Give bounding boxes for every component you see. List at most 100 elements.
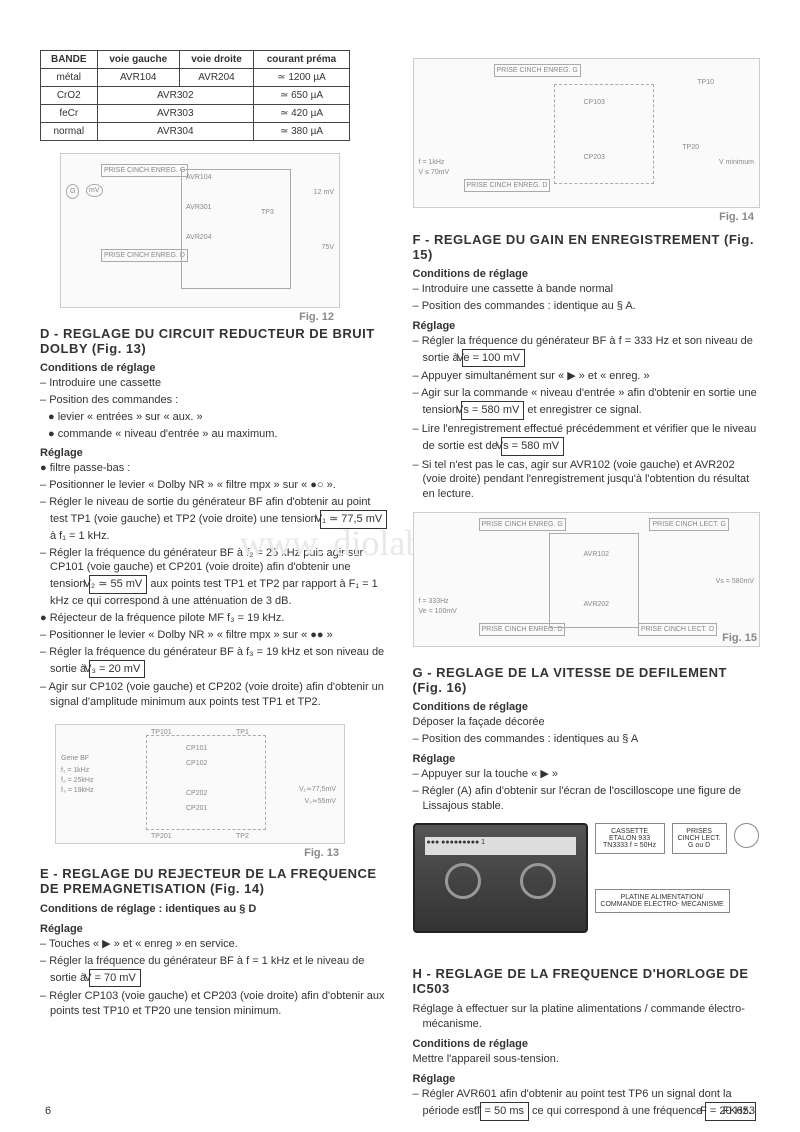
th-droite: voie droite bbox=[179, 51, 253, 69]
box-platine: PLATINE ALIMENTATION/ COMMANDE ELECTRO- … bbox=[595, 889, 730, 913]
dia-label: TP20 bbox=[682, 144, 699, 151]
text-line: Déposer la façade décorée bbox=[423, 715, 761, 730]
cell: normal bbox=[41, 123, 98, 141]
t: et enregistrer ce signal. bbox=[524, 404, 641, 416]
dia-label: AVR301 bbox=[186, 204, 212, 211]
value-box: Ve = 100 mV bbox=[462, 349, 525, 368]
dia-label: PRISE CINCH LECT. D bbox=[638, 623, 717, 636]
reg-heading: Réglage bbox=[40, 923, 388, 935]
dia-label: f₃ = 19kHz bbox=[61, 787, 94, 794]
dia-label: TP10 bbox=[697, 79, 714, 86]
th-gauche: voie gauche bbox=[97, 51, 179, 69]
doc-ref: FK653 bbox=[723, 1105, 755, 1117]
cond-heading: Conditions de réglage bbox=[413, 1038, 761, 1050]
text-line: Touches « ▶ » et « enreg » en service. bbox=[50, 937, 388, 952]
left-column: BANDE voie gauche voie droite courant pr… bbox=[40, 50, 388, 1123]
dia-label: CP201 bbox=[186, 805, 207, 812]
dia-label: V ≤ 70mV bbox=[419, 169, 450, 176]
page-number: 6 bbox=[45, 1105, 51, 1117]
text-line: Introduire une cassette à bande normal bbox=[423, 282, 761, 297]
dia-label: CP103 bbox=[584, 99, 605, 106]
text-line: Mettre l'appareil sous-tension. bbox=[423, 1052, 761, 1067]
dia-label: TP2 bbox=[236, 833, 249, 840]
reg-heading: Réglage bbox=[413, 753, 761, 765]
cond-heading: Conditions de réglage bbox=[413, 268, 761, 280]
dia-label: CP203 bbox=[584, 154, 605, 161]
dia-label: CP101 bbox=[186, 745, 207, 752]
cell: ≃ 1200 µA bbox=[253, 69, 349, 87]
fig-label: Fig. 12 bbox=[299, 311, 334, 323]
cond-heading: Conditions de réglage bbox=[413, 701, 761, 713]
value-box: V = 70 mV bbox=[89, 969, 141, 988]
th-bande: BANDE bbox=[41, 51, 98, 69]
dia-label: f = 1kHz bbox=[419, 159, 445, 166]
text-line: Agir sur la commande « niveau d'entrée »… bbox=[423, 386, 761, 420]
dia-label: TP1 bbox=[236, 729, 249, 736]
cell: ≃ 420 µA bbox=[253, 105, 349, 123]
cell: métal bbox=[41, 69, 98, 87]
figure-14: PRISE CINCH ENREG. G PRISE CINCH ENREG. … bbox=[413, 58, 761, 208]
section-g-title: G - REGLAGE DE LA VITESSE DE DEFILEMENT … bbox=[413, 665, 761, 695]
dia-label: PRISE CINCH ENREG. G bbox=[101, 164, 188, 177]
cell: AVR304 bbox=[97, 123, 253, 141]
dia-label: AVR102 bbox=[584, 551, 610, 558]
dia-label: AVR204 bbox=[186, 234, 212, 241]
dia-label: TP3 bbox=[261, 209, 274, 216]
cassette-label: ●●● ●●●●●●●●● 1 bbox=[425, 837, 576, 855]
fig-label: Fig. 13 bbox=[304, 847, 339, 859]
reg-heading: Réglage bbox=[413, 1073, 761, 1085]
cassette-photo: ●●● ●●●●●●●●● 1 bbox=[413, 823, 588, 933]
cell: ≃ 650 µA bbox=[253, 87, 349, 105]
cell: AVR104 bbox=[97, 69, 179, 87]
dia-label: CP202 bbox=[186, 790, 207, 797]
fig-label: Fig. 14 bbox=[719, 211, 754, 223]
dia-label: TP201 bbox=[151, 833, 172, 840]
t: à f₁ = 1 kHz. bbox=[50, 530, 110, 542]
text-line: Régler le niveau de sortie du générateur… bbox=[50, 495, 388, 544]
value-box: V₁ ≃ 77,5 mV bbox=[320, 510, 387, 529]
cell: AVR204 bbox=[179, 69, 253, 87]
dia-label: Ve = 100mV bbox=[419, 608, 457, 615]
dia-label: CP102 bbox=[186, 760, 207, 767]
section-d-title: D - REGLAGE DU CIRCUIT REDUCTEUR DE BRUI… bbox=[40, 326, 388, 356]
page-footer: 6 FK653 bbox=[45, 1105, 755, 1117]
cell: AVR303 bbox=[97, 105, 253, 123]
text-line: Régler (A) afin d'obtenir sur l'écran de… bbox=[423, 784, 761, 814]
dia-label: G bbox=[66, 184, 79, 199]
text-line: Conditions de réglage : identiques au § … bbox=[50, 902, 388, 917]
reg-heading: Réglage bbox=[413, 320, 761, 332]
table-row: CrO2 AVR302 ≃ 650 µA bbox=[41, 87, 350, 105]
section-h-title: H - REGLAGE DE LA FREQUENCE D'HORLOGE DE… bbox=[413, 966, 761, 996]
value-box: V₃ = 20 mV bbox=[89, 660, 145, 679]
text-line: Régler la fréquence du générateur BF à f… bbox=[50, 645, 388, 679]
cell: CrO2 bbox=[41, 87, 98, 105]
dia-label: V minimum bbox=[719, 159, 754, 166]
dia-label: Gene BF bbox=[61, 755, 89, 762]
text-line: Si tel n'est pas le cas, agir sur AVR102… bbox=[423, 458, 761, 503]
text-line: Lire l'enregistrement effectué précédemm… bbox=[423, 422, 761, 456]
figure-16: ●●● ●●●●●●●●● 1 CASSETTE ETALON 933 TN33… bbox=[413, 823, 761, 948]
text-line: Réglage à effectuer sur la platine alime… bbox=[423, 1002, 761, 1032]
dia-label: 12 mV bbox=[314, 189, 334, 196]
oscilloscope-icon bbox=[734, 823, 759, 848]
table-row: métal AVR104 AVR204 ≃ 1200 µA bbox=[41, 69, 350, 87]
right-column: PRISE CINCH ENREG. G PRISE CINCH ENREG. … bbox=[413, 50, 761, 1123]
text-line: Agir sur CP102 (voie gauche) et CP202 (v… bbox=[50, 680, 388, 710]
text-line: Positionner le levier « Dolby NR » « fil… bbox=[50, 628, 388, 643]
dia-label: PRISE CINCH ENREG. D bbox=[464, 179, 551, 192]
value-box: Vs = 580 mV bbox=[501, 437, 564, 456]
text-line: Positionner le levier « Dolby NR » « fil… bbox=[50, 478, 388, 493]
dia-label: TP101 bbox=[151, 729, 172, 736]
t: Conditions de réglage : identiques au § … bbox=[40, 903, 256, 915]
text-line: Introduire une cassette bbox=[50, 376, 388, 391]
value-box: Vs = 580 mV bbox=[461, 401, 524, 420]
dia-label: PRISE CINCH ENREG. G bbox=[494, 64, 581, 77]
table-row: normal AVR304 ≃ 380 µA bbox=[41, 123, 350, 141]
bande-table: BANDE voie gauche voie droite courant pr… bbox=[40, 50, 350, 141]
cell: ≃ 380 µA bbox=[253, 123, 349, 141]
dia-label: f₂ = 25kHz bbox=[61, 777, 93, 784]
text-line: Régler la fréquence du générateur BF à f… bbox=[423, 334, 761, 368]
text-line: Position des commandes : identiques au §… bbox=[423, 732, 761, 747]
figure-15: PRISE CINCH ENREG. G PRISE CINCH ENREG. … bbox=[413, 512, 761, 647]
fig-label: Fig. 15 bbox=[722, 632, 757, 644]
